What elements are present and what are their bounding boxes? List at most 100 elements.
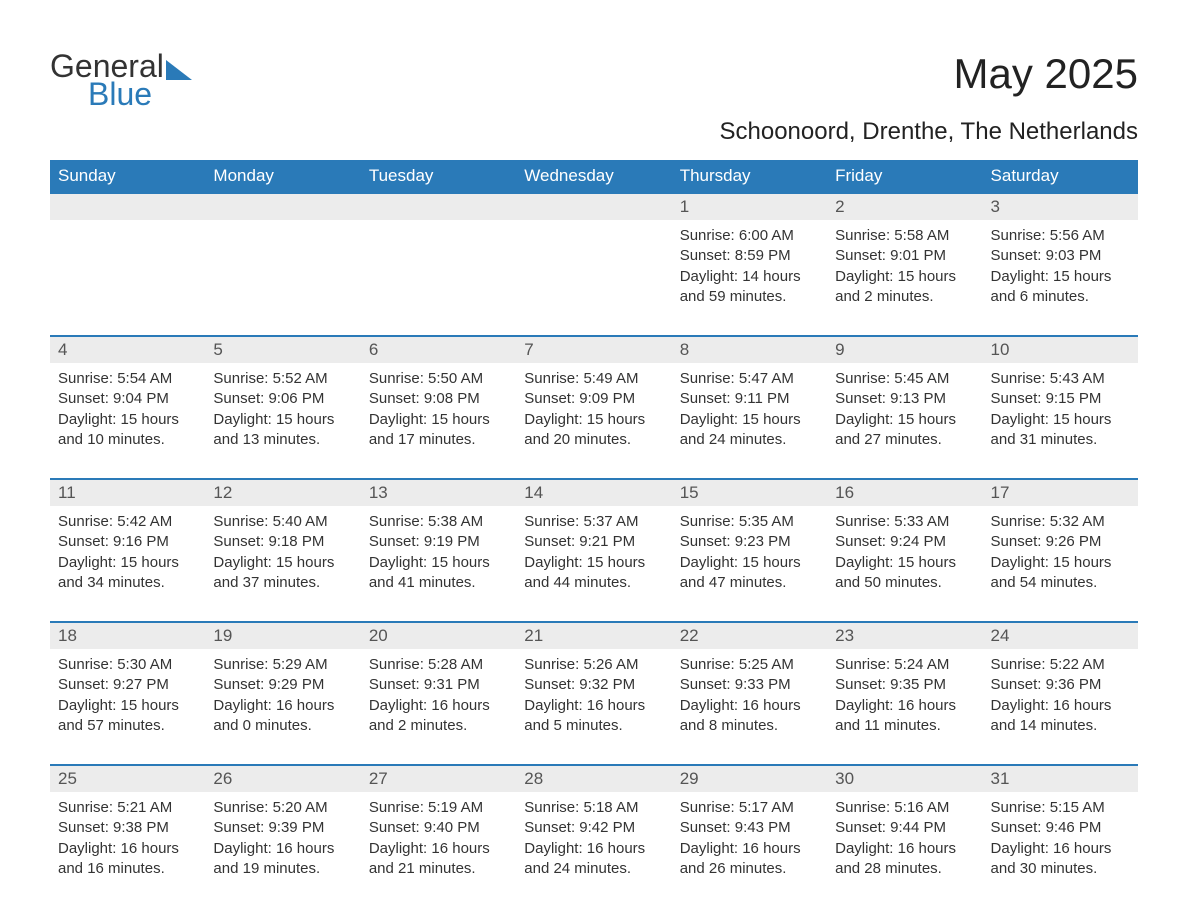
sunset-text: Sunset: 9:38 PM xyxy=(58,818,197,838)
sunset-text: Sunset: 9:43 PM xyxy=(680,818,819,838)
sunrise-text: Sunrise: 5:56 AM xyxy=(991,226,1130,246)
daylight-text: Daylight: 16 hours and 24 minutes. xyxy=(524,839,663,880)
day-19-content: Sunrise: 5:29 AMSunset: 9:29 PMDaylight:… xyxy=(205,649,360,765)
sunset-text: Sunset: 9:15 PM xyxy=(991,389,1130,409)
day-27-number: 27 xyxy=(361,765,516,792)
sunset-text: Sunset: 9:46 PM xyxy=(991,818,1130,838)
sunset-text: Sunset: 9:40 PM xyxy=(369,818,508,838)
sunset-text: Sunset: 9:08 PM xyxy=(369,389,508,409)
sunrise-text: Sunrise: 5:45 AM xyxy=(835,369,974,389)
page-title: May 2025 xyxy=(954,50,1138,98)
day-1-number: 1 xyxy=(672,193,827,220)
day-8-content: Sunrise: 5:47 AMSunset: 9:11 PMDaylight:… xyxy=(672,363,827,479)
day-23-number: 23 xyxy=(827,622,982,649)
sunrise-text: Sunrise: 5:25 AM xyxy=(680,655,819,675)
day-29-number: 29 xyxy=(672,765,827,792)
sunrise-text: Sunrise: 5:33 AM xyxy=(835,512,974,532)
day-26-content: Sunrise: 5:20 AMSunset: 9:39 PMDaylight:… xyxy=(205,792,360,889)
day-4-number: 4 xyxy=(50,336,205,363)
daylight-text: Daylight: 14 hours and 59 minutes. xyxy=(680,267,819,308)
weekday-saturday: Saturday xyxy=(983,160,1138,193)
week-0-daynum-row: 123 xyxy=(50,193,1138,220)
day-29-content: Sunrise: 5:17 AMSunset: 9:43 PMDaylight:… xyxy=(672,792,827,889)
sunrise-text: Sunrise: 5:20 AM xyxy=(213,798,352,818)
sunset-text: Sunset: 9:04 PM xyxy=(58,389,197,409)
day-25-number: 25 xyxy=(50,765,205,792)
weekday-monday: Monday xyxy=(205,160,360,193)
sunrise-text: Sunrise: 5:54 AM xyxy=(58,369,197,389)
sunset-text: Sunset: 9:09 PM xyxy=(524,389,663,409)
day-13-content: Sunrise: 5:38 AMSunset: 9:19 PMDaylight:… xyxy=(361,506,516,622)
empty-daynum xyxy=(361,193,516,220)
day-19-number: 19 xyxy=(205,622,360,649)
sunrise-text: Sunrise: 5:52 AM xyxy=(213,369,352,389)
day-28-content: Sunrise: 5:18 AMSunset: 9:42 PMDaylight:… xyxy=(516,792,671,889)
empty-cell xyxy=(516,220,671,336)
day-2-content: Sunrise: 5:58 AMSunset: 9:01 PMDaylight:… xyxy=(827,220,982,336)
sunset-text: Sunset: 9:16 PM xyxy=(58,532,197,552)
sunrise-text: Sunrise: 5:43 AM xyxy=(991,369,1130,389)
sunrise-text: Sunrise: 5:37 AM xyxy=(524,512,663,532)
day-9-number: 9 xyxy=(827,336,982,363)
sunrise-text: Sunrise: 5:58 AM xyxy=(835,226,974,246)
week-0-content-row: Sunrise: 6:00 AMSunset: 8:59 PMDaylight:… xyxy=(50,220,1138,336)
sunset-text: Sunset: 9:33 PM xyxy=(680,675,819,695)
sunrise-text: Sunrise: 5:15 AM xyxy=(991,798,1130,818)
sunset-text: Sunset: 9:18 PM xyxy=(213,532,352,552)
empty-daynum xyxy=(205,193,360,220)
day-14-content: Sunrise: 5:37 AMSunset: 9:21 PMDaylight:… xyxy=(516,506,671,622)
day-10-number: 10 xyxy=(983,336,1138,363)
sunrise-text: Sunrise: 5:28 AM xyxy=(369,655,508,675)
day-20-content: Sunrise: 5:28 AMSunset: 9:31 PMDaylight:… xyxy=(361,649,516,765)
day-22-content: Sunrise: 5:25 AMSunset: 9:33 PMDaylight:… xyxy=(672,649,827,765)
day-26-number: 26 xyxy=(205,765,360,792)
sunrise-text: Sunrise: 5:49 AM xyxy=(524,369,663,389)
daylight-text: Daylight: 16 hours and 28 minutes. xyxy=(835,839,974,880)
daylight-text: Daylight: 16 hours and 2 minutes. xyxy=(369,696,508,737)
day-8-number: 8 xyxy=(672,336,827,363)
empty-cell xyxy=(50,220,205,336)
logo: General Blue xyxy=(50,50,192,110)
sunrise-text: Sunrise: 5:35 AM xyxy=(680,512,819,532)
day-31-number: 31 xyxy=(983,765,1138,792)
calendar-table: SundayMondayTuesdayWednesdayThursdayFrid… xyxy=(50,160,1138,889)
sunrise-text: Sunrise: 5:30 AM xyxy=(58,655,197,675)
sunrise-text: Sunrise: 5:29 AM xyxy=(213,655,352,675)
day-12-number: 12 xyxy=(205,479,360,506)
sunrise-text: Sunrise: 5:19 AM xyxy=(369,798,508,818)
daylight-text: Daylight: 16 hours and 0 minutes. xyxy=(213,696,352,737)
day-3-number: 3 xyxy=(983,193,1138,220)
sunrise-text: Sunrise: 5:40 AM xyxy=(213,512,352,532)
sunset-text: Sunset: 9:35 PM xyxy=(835,675,974,695)
week-2-daynum-row: 11121314151617 xyxy=(50,479,1138,506)
daylight-text: Daylight: 15 hours and 10 minutes. xyxy=(58,410,197,451)
sunrise-text: Sunrise: 5:47 AM xyxy=(680,369,819,389)
weekday-tuesday: Tuesday xyxy=(361,160,516,193)
daylight-text: Daylight: 15 hours and 27 minutes. xyxy=(835,410,974,451)
sunrise-text: Sunrise: 5:42 AM xyxy=(58,512,197,532)
daylight-text: Daylight: 15 hours and 37 minutes. xyxy=(213,553,352,594)
day-22-number: 22 xyxy=(672,622,827,649)
daylight-text: Daylight: 16 hours and 21 minutes. xyxy=(369,839,508,880)
sunset-text: Sunset: 9:03 PM xyxy=(991,246,1130,266)
weekday-sunday: Sunday xyxy=(50,160,205,193)
empty-daynum xyxy=(50,193,205,220)
daylight-text: Daylight: 15 hours and 50 minutes. xyxy=(835,553,974,594)
day-25-content: Sunrise: 5:21 AMSunset: 9:38 PMDaylight:… xyxy=(50,792,205,889)
sunset-text: Sunset: 9:26 PM xyxy=(991,532,1130,552)
day-9-content: Sunrise: 5:45 AMSunset: 9:13 PMDaylight:… xyxy=(827,363,982,479)
day-5-number: 5 xyxy=(205,336,360,363)
daylight-text: Daylight: 15 hours and 6 minutes. xyxy=(991,267,1130,308)
week-4-daynum-row: 25262728293031 xyxy=(50,765,1138,792)
day-11-content: Sunrise: 5:42 AMSunset: 9:16 PMDaylight:… xyxy=(50,506,205,622)
daylight-text: Daylight: 16 hours and 30 minutes. xyxy=(991,839,1130,880)
sunrise-text: Sunrise: 5:18 AM xyxy=(524,798,663,818)
weekday-wednesday: Wednesday xyxy=(516,160,671,193)
day-6-number: 6 xyxy=(361,336,516,363)
day-17-number: 17 xyxy=(983,479,1138,506)
week-1-daynum-row: 45678910 xyxy=(50,336,1138,363)
daylight-text: Daylight: 15 hours and 31 minutes. xyxy=(991,410,1130,451)
daylight-text: Daylight: 16 hours and 26 minutes. xyxy=(680,839,819,880)
day-16-content: Sunrise: 5:33 AMSunset: 9:24 PMDaylight:… xyxy=(827,506,982,622)
sunset-text: Sunset: 9:01 PM xyxy=(835,246,974,266)
